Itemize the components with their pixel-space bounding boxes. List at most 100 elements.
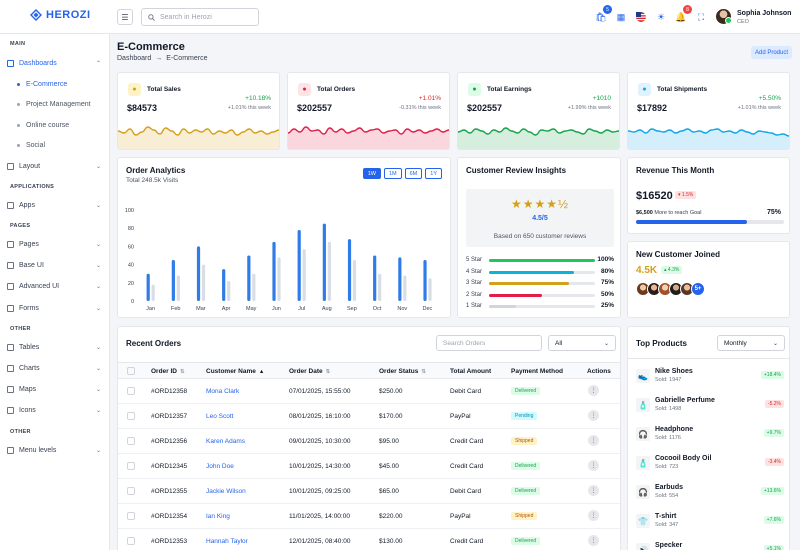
row-checkbox[interactable]	[127, 387, 135, 395]
global-search-input[interactable]: Search in Herozi	[141, 8, 259, 26]
status-filter-select[interactable]: All ⌄	[548, 335, 616, 351]
add-product-button[interactable]: Add Product	[751, 46, 792, 59]
row-checkbox[interactable]	[127, 437, 135, 445]
bar-secondary[interactable]	[201, 264, 206, 301]
bar-secondary[interactable]	[403, 275, 407, 301]
menu-toggle-button[interactable]: ☰	[117, 9, 133, 25]
customer-name-link[interactable]: Hannah Taylor	[206, 538, 248, 545]
select-all-checkbox[interactable]	[127, 367, 135, 375]
col-payment-method[interactable]: Payment Method	[511, 368, 564, 375]
sidebar-item-tables[interactable]: Tables ⌄	[0, 340, 110, 354]
table-row[interactable]: #ORD12353 Hannah Taylor 12/01/2025, 08:4…	[118, 529, 620, 550]
sidebar-sub-social[interactable]: Social	[17, 139, 45, 151]
col-customer-name[interactable]: Customer Name ▲	[206, 368, 264, 375]
row-checkbox[interactable]	[127, 512, 135, 520]
sidebar-item-menu-levels[interactable]: Menu levels ⌄	[0, 443, 110, 457]
product-list-item[interactable]: 👟 Nike Shoes Sold: 1947 +18.4%	[636, 367, 784, 396]
bar-primary[interactable]	[347, 239, 352, 301]
bar-secondary[interactable]	[327, 241, 331, 301]
row-checkbox[interactable]	[127, 537, 135, 545]
bar-secondary[interactable]	[428, 278, 432, 301]
table-row[interactable]: #ORD12358 Mona Clark 07/01/2025, 15:55:0…	[118, 379, 620, 404]
search-orders-input[interactable]: Search Orders	[436, 335, 542, 351]
more-actions-icon[interactable]: ⋮	[588, 510, 599, 521]
more-actions-icon[interactable]: ⋮	[588, 485, 599, 496]
user-name[interactable]: Sophia Johnson	[737, 10, 792, 17]
bar-secondary[interactable]	[277, 257, 281, 301]
brand-logo[interactable]: HEROZI	[30, 9, 91, 21]
sidebar-item-apps[interactable]: Apps ⌄	[0, 198, 110, 212]
customer-name-link[interactable]: John Doe	[206, 463, 234, 470]
bar-primary[interactable]	[297, 230, 301, 301]
bar-secondary[interactable]	[227, 280, 231, 301]
col-total-amount[interactable]: Total Amount	[450, 368, 492, 375]
row-checkbox[interactable]	[127, 462, 135, 470]
apps-grid-icon[interactable]: ▦	[616, 11, 626, 22]
breadcrumb-dashboard[interactable]: Dashboard	[117, 55, 152, 62]
customer-name-link[interactable]: Karen Adams	[206, 438, 246, 445]
product-list-item[interactable]: 🔊 Specker +5.1%	[636, 541, 784, 550]
bar-secondary[interactable]	[378, 273, 382, 301]
sidebar-item-pages[interactable]: Pages ⌄	[0, 237, 110, 251]
us-flag-icon[interactable]	[635, 11, 647, 23]
range-1w-button[interactable]: 1W	[362, 168, 381, 179]
cart-icon[interactable]: 🛍 5	[595, 5, 612, 23]
col-order-id[interactable]: Order ID ⇅	[151, 368, 185, 375]
sidebar-sub-online-course[interactable]: Online course	[17, 119, 69, 131]
bar-secondary[interactable]	[352, 260, 357, 301]
bar-primary[interactable]	[222, 269, 226, 301]
sidebar-sub-project-management[interactable]: Project Management	[17, 98, 91, 110]
product-list-item[interactable]: 🧴 Cocooil Body Oil Sold: 723 -3.4%	[636, 454, 784, 483]
sidebar-item-forms[interactable]: Forms ⌄	[0, 301, 110, 315]
bar-secondary[interactable]	[151, 284, 155, 301]
more-customers-badge[interactable]: 5+	[691, 282, 705, 296]
customer-name-link[interactable]: Mona Clark	[206, 388, 240, 395]
bar-primary[interactable]	[423, 260, 427, 301]
product-list-item[interactable]: 🎧 Headphone Sold: 1176 +9.7%	[636, 425, 784, 454]
range-6m-button[interactable]: 6M	[404, 168, 423, 179]
col-order-date[interactable]: Order Date ⇅	[289, 368, 330, 375]
more-actions-icon[interactable]: ⋮	[588, 460, 599, 471]
bar-primary[interactable]	[247, 255, 251, 302]
col-order-status[interactable]: Order Status ⇅	[379, 368, 426, 375]
product-list-item[interactable]: 🧴 Gabrielle Perfume Sold: 1498 -5.2%	[636, 396, 784, 425]
theme-sun-icon[interactable]: ☀	[656, 11, 666, 22]
customer-name-link[interactable]: Jackie Wilson	[206, 488, 246, 495]
sidebar-item-advanced-ui[interactable]: Advanced UI ⌄	[0, 279, 110, 293]
table-row[interactable]: #ORD12355 Jackie Wilson 10/01/2025, 09:2…	[118, 479, 620, 504]
range-1y-button[interactable]: 1Y	[425, 168, 442, 179]
sidebar-sub-ecommerce[interactable]: E-Commerce	[17, 78, 67, 90]
bar-primary[interactable]	[373, 255, 377, 302]
bar-primary[interactable]	[272, 241, 276, 301]
bell-icon[interactable]: 🔔 8	[675, 5, 692, 23]
more-actions-icon[interactable]: ⋮	[588, 435, 599, 446]
bar-secondary[interactable]	[302, 249, 306, 301]
row-checkbox[interactable]	[127, 487, 135, 495]
table-row[interactable]: #ORD12356 Karen Adams 09/01/2025, 10:30:…	[118, 429, 620, 454]
more-actions-icon[interactable]: ⋮	[588, 385, 599, 396]
sidebar-item-dashboards[interactable]: Dashboards ⌃	[0, 56, 110, 70]
customer-name-link[interactable]: Ian King	[206, 513, 230, 520]
bar-primary[interactable]	[146, 273, 150, 301]
table-row[interactable]: #ORD12354 Ian King 11/01/2025, 14:00:00 …	[118, 504, 620, 529]
customer-name-link[interactable]: Leo Scott	[206, 413, 234, 420]
fullscreen-icon[interactable]: ⛶	[697, 11, 705, 22]
more-actions-icon[interactable]: ⋮	[588, 410, 599, 421]
product-list-item[interactable]: 👕 T-shirt Sold: 347 +7.6%	[636, 512, 784, 541]
row-checkbox[interactable]	[127, 412, 135, 420]
period-filter-select[interactable]: Monthly ⌄	[717, 335, 785, 351]
product-list-item[interactable]: 🎧 Earbuds Sold: 554 +13.6%	[636, 483, 784, 512]
bar-secondary[interactable]	[252, 273, 256, 301]
table-row[interactable]: #ORD12357 Leo Scott 08/01/2025, 16:10:00…	[118, 404, 620, 429]
table-row[interactable]: #ORD12345 John Doe 10/01/2025, 14:30:00 …	[118, 454, 620, 479]
user-avatar[interactable]	[716, 9, 732, 24]
sidebar-item-layout[interactable]: Layout ⌄	[0, 159, 110, 173]
more-actions-icon[interactable]: ⋮	[588, 535, 599, 546]
sidebar-item-maps[interactable]: Maps ⌄	[0, 382, 110, 396]
bar-primary[interactable]	[322, 223, 326, 301]
bar-secondary[interactable]	[176, 275, 180, 301]
sidebar-item-base-ui[interactable]: Base UI ⌄	[0, 258, 110, 272]
sidebar-item-charts[interactable]: Charts ⌄	[0, 361, 110, 375]
bar-primary[interactable]	[171, 260, 175, 301]
bar-primary[interactable]	[196, 246, 201, 301]
